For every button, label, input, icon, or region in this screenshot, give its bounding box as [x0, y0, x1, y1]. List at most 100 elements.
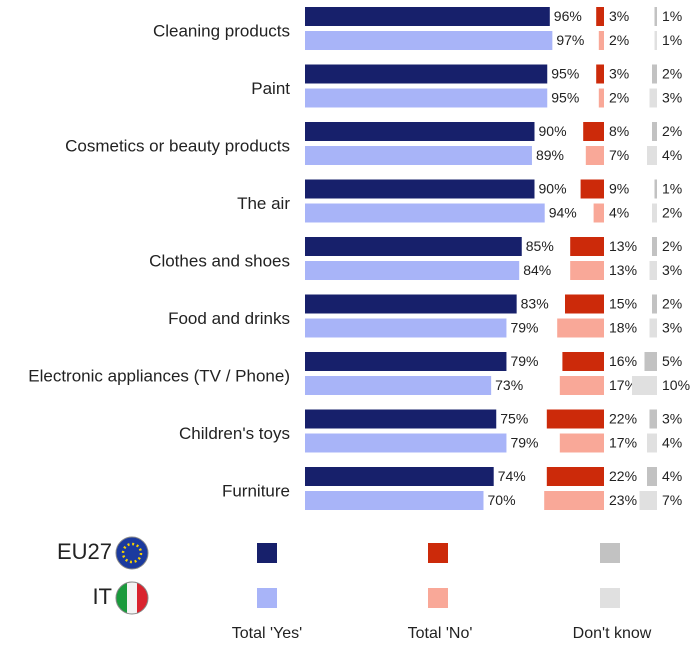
bar	[598, 88, 604, 108]
value-label: 4%	[662, 435, 682, 451]
value-label: 1%	[662, 181, 682, 197]
value-label: 3%	[662, 90, 682, 106]
value-label: 94%	[549, 205, 577, 221]
value-label: 1%	[662, 8, 682, 24]
category-label: Children's toys	[179, 424, 290, 443]
bar	[654, 179, 657, 199]
value-label: 2%	[609, 90, 629, 106]
bar	[596, 64, 604, 84]
value-label: 16%	[609, 353, 637, 369]
bar	[647, 433, 657, 453]
value-label: 2%	[662, 238, 682, 254]
bar	[305, 376, 492, 395]
value-label: 83%	[521, 296, 549, 312]
value-label: 3%	[662, 262, 682, 278]
bar	[559, 376, 604, 395]
bar	[593, 203, 604, 223]
bar	[305, 146, 532, 165]
value-label: 22%	[609, 468, 637, 484]
value-label: 97%	[556, 32, 584, 48]
value-label: 2%	[662, 296, 682, 312]
value-label: 2%	[609, 32, 629, 48]
value-label: 3%	[609, 8, 629, 24]
value-label: 3%	[662, 411, 682, 427]
bar	[305, 491, 484, 510]
bar	[546, 409, 604, 429]
value-label: 10%	[662, 377, 690, 393]
value-label: 13%	[609, 262, 637, 278]
bar	[559, 433, 604, 453]
bar	[652, 294, 657, 314]
value-label: 73%	[495, 377, 523, 393]
value-label: 23%	[609, 492, 637, 508]
legend-swatch	[257, 543, 277, 563]
bar	[585, 146, 604, 165]
value-label: 84%	[523, 262, 551, 278]
bar	[305, 179, 535, 199]
value-label: 89%	[536, 147, 564, 163]
panel-label: Don't know	[573, 625, 652, 642]
bar	[649, 261, 657, 280]
bar	[305, 261, 520, 280]
value-label: 4%	[662, 147, 682, 163]
value-label: 70%	[488, 492, 516, 508]
value-label: 22%	[609, 411, 637, 427]
bar	[570, 261, 604, 280]
bar	[583, 122, 604, 141]
bar	[652, 122, 657, 141]
bar	[305, 352, 507, 371]
value-label: 2%	[662, 205, 682, 221]
bar	[305, 294, 517, 314]
value-label: 96%	[554, 8, 582, 24]
value-label: 17%	[609, 377, 637, 393]
bar	[649, 409, 657, 429]
value-label: 79%	[510, 435, 538, 451]
bar	[305, 203, 545, 223]
bar	[654, 31, 657, 50]
value-label: 2%	[662, 66, 682, 82]
bar	[305, 64, 548, 84]
bar	[305, 433, 507, 453]
bar	[649, 88, 657, 108]
value-label: 13%	[609, 238, 637, 254]
value-label: 4%	[662, 468, 682, 484]
legend-swatch	[257, 588, 277, 608]
value-label: 1%	[662, 32, 682, 48]
value-label: 74%	[498, 468, 526, 484]
bar	[652, 64, 657, 84]
bar	[632, 376, 657, 395]
bar	[649, 318, 657, 338]
legend-label: EU27	[57, 539, 112, 564]
legend-swatch	[428, 543, 448, 563]
panel-label: Total 'No'	[408, 625, 473, 642]
value-label: 3%	[609, 66, 629, 82]
bar	[305, 122, 535, 141]
value-label: 90%	[539, 181, 567, 197]
bar	[305, 7, 550, 26]
bar	[647, 146, 657, 165]
it-flag	[115, 581, 149, 615]
value-label: 5%	[662, 353, 682, 369]
bar	[565, 294, 604, 314]
value-label: 4%	[609, 205, 629, 221]
value-label: 9%	[609, 181, 629, 197]
legend-swatch	[428, 588, 448, 608]
value-label: 95%	[551, 90, 579, 106]
bar	[644, 352, 657, 371]
bar	[580, 179, 604, 199]
value-label: 7%	[609, 147, 629, 163]
eu-flag	[115, 536, 149, 570]
category-label: The air	[237, 194, 290, 213]
bar	[652, 203, 657, 223]
value-label: 90%	[539, 123, 567, 139]
value-label: 95%	[551, 66, 579, 82]
value-label: 18%	[609, 320, 637, 336]
bar	[546, 467, 604, 486]
bar	[596, 7, 604, 26]
value-label: 17%	[609, 435, 637, 451]
bar	[305, 409, 497, 429]
legend-swatch	[600, 588, 620, 608]
value-label: 2%	[662, 123, 682, 139]
